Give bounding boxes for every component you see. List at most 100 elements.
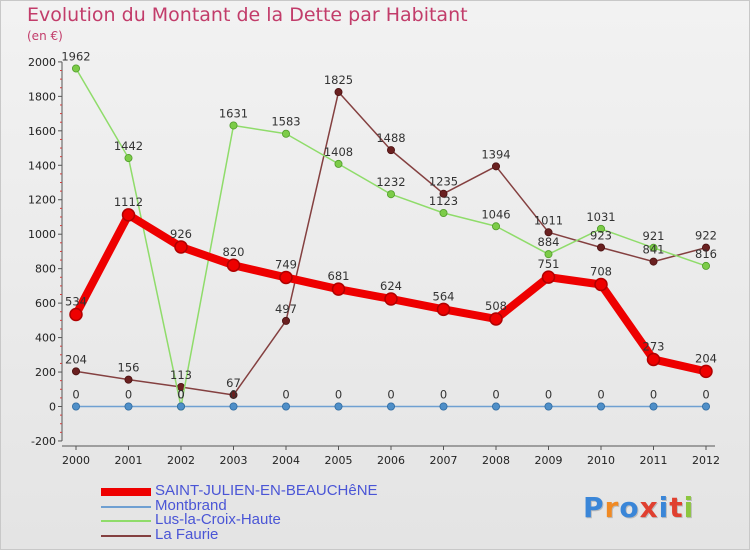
- point-la-faurie: [229, 390, 238, 399]
- data-label-la-faurie: 497: [275, 302, 297, 316]
- point-montbrand: [72, 402, 81, 411]
- proxiti-logo: Proxiti: [583, 491, 694, 524]
- y-tick-label: 2000: [28, 56, 56, 69]
- point-la-faurie: [702, 243, 711, 252]
- logo-letter: o: [619, 491, 640, 524]
- point-montbrand: [649, 402, 658, 411]
- point-lus: [124, 154, 133, 163]
- data-label-la-faurie: 1235: [429, 175, 458, 189]
- point-la-faurie: [124, 375, 133, 384]
- y-tick-label: 200: [35, 366, 56, 379]
- point-saint-julien: [384, 292, 398, 306]
- data-label-la-faurie: 1011: [534, 213, 563, 227]
- point-montbrand: [597, 402, 606, 411]
- x-tick-label: 2006: [377, 454, 405, 467]
- point-saint-julien: [541, 270, 556, 284]
- point-montbrand: [334, 402, 343, 411]
- x-tick-label: 2009: [535, 454, 563, 467]
- point-saint-julien: [174, 240, 188, 254]
- y-tick-label: 0: [49, 401, 56, 414]
- series-layer: [69, 64, 713, 411]
- data-label-montbrand: 0: [230, 388, 237, 402]
- data-label-la-faurie: 113: [170, 368, 192, 382]
- data-label-montbrand: 0: [492, 388, 499, 402]
- legend-swatch-lus: [101, 520, 151, 523]
- point-lus: [491, 222, 500, 231]
- series-la-faurie: [72, 88, 711, 399]
- point-lus: [386, 190, 395, 199]
- data-label-montbrand: 0: [282, 388, 289, 402]
- data-label-lus: 1631: [219, 106, 248, 120]
- point-montbrand: [544, 402, 553, 411]
- data-label-montbrand: 0: [545, 388, 552, 402]
- data-label-lus: 1583: [271, 115, 300, 129]
- point-lus: [334, 159, 343, 168]
- data-label-lus: 1962: [61, 49, 90, 63]
- x-tick-label: 2002: [167, 454, 195, 467]
- y-tick-label: 1800: [28, 90, 56, 103]
- data-label-montbrand: 0: [335, 388, 342, 402]
- data-label-lus: 921: [643, 229, 665, 243]
- point-montbrand: [124, 402, 133, 411]
- point-saint-julien: [436, 302, 451, 317]
- data-label-saint-julien: 926: [170, 227, 192, 241]
- point-lus: [281, 129, 290, 138]
- x-tick-label: 2008: [482, 454, 510, 467]
- point-montbrand: [176, 402, 185, 411]
- x-tick-label: 2000: [62, 454, 90, 467]
- point-saint-julien: [646, 352, 661, 367]
- data-label-la-faurie: 923: [590, 228, 612, 242]
- data-label-lus: 1232: [376, 175, 405, 189]
- x-tick-label: 2003: [220, 454, 248, 467]
- data-label-lus: 884: [538, 235, 560, 249]
- data-label-montbrand: 0: [597, 388, 604, 402]
- point-saint-julien: [594, 277, 608, 292]
- point-lus: [72, 64, 81, 73]
- data-label-lus: 0: [177, 388, 184, 402]
- data-label-lus: 1046: [481, 207, 510, 221]
- point-la-faurie: [72, 367, 81, 376]
- y-tick-label: 400: [35, 332, 56, 345]
- point-montbrand: [491, 402, 500, 411]
- point-saint-julien: [699, 364, 713, 379]
- data-label-lus: 1442: [114, 139, 143, 153]
- x-tick-label: 2011: [640, 454, 668, 467]
- y-tick-label: 1200: [28, 194, 56, 207]
- legend-swatch-saint-julien: [101, 488, 151, 497]
- data-label-la-faurie: 156: [118, 361, 140, 375]
- point-montbrand: [229, 402, 238, 411]
- data-label-montbrand: 0: [125, 388, 132, 402]
- data-label-saint-julien: 708: [590, 265, 612, 279]
- data-label-montbrand: 0: [177, 388, 184, 402]
- data-label-montbrand: 0: [650, 388, 657, 402]
- data-label-lus: 1031: [586, 210, 615, 224]
- point-la-faurie: [386, 146, 395, 155]
- data-label-la-faurie: 204: [65, 352, 87, 366]
- point-lus: [229, 121, 238, 130]
- x-tick-label: 2004: [272, 454, 300, 467]
- x-tick-label: 2012: [692, 454, 720, 467]
- point-la-faurie: [544, 228, 553, 237]
- data-label-saint-julien: 204: [695, 351, 717, 365]
- data-label-lus: 1123: [429, 194, 458, 208]
- point-montbrand: [281, 402, 290, 411]
- data-label-saint-julien: 749: [275, 257, 297, 271]
- data-label-saint-julien: 273: [643, 339, 665, 353]
- data-label-saint-julien: 1112: [114, 195, 143, 209]
- y-axis-unit: (en €): [27, 29, 63, 43]
- data-label-montbrand: 0: [72, 388, 79, 402]
- data-label-lus: 816: [695, 247, 717, 261]
- point-la-faurie: [439, 189, 448, 198]
- data-label-montbrand: 0: [440, 388, 447, 402]
- y-tick-label: 1400: [28, 159, 56, 172]
- data-label-la-faurie: 1394: [481, 147, 510, 161]
- point-saint-julien: [331, 282, 346, 296]
- point-la-faurie: [597, 243, 606, 252]
- x-tick-label: 2010: [587, 454, 615, 467]
- x-tick-label: 2007: [430, 454, 458, 467]
- data-label-la-faurie: 922: [695, 229, 717, 243]
- logo-letter: i: [658, 491, 670, 524]
- data-label-la-faurie: 1825: [324, 73, 353, 87]
